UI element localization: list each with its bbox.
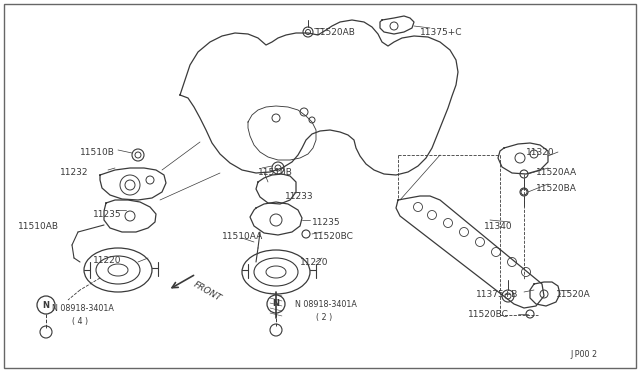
Text: 11510AA: 11510AA — [222, 232, 263, 241]
Text: 11232: 11232 — [60, 168, 88, 177]
Text: 11220: 11220 — [93, 256, 122, 265]
Text: ( 4 ): ( 4 ) — [72, 317, 88, 326]
Text: 11520BC: 11520BC — [468, 310, 509, 319]
Text: J P00 2: J P00 2 — [570, 350, 597, 359]
Text: 11235: 11235 — [93, 210, 122, 219]
Text: FRONT: FRONT — [192, 280, 223, 303]
Text: 11520A: 11520A — [556, 290, 591, 299]
Text: ( 2 ): ( 2 ) — [316, 313, 332, 322]
Text: 11375+B: 11375+B — [476, 290, 518, 299]
Text: 11510AB: 11510AB — [18, 222, 59, 231]
Text: 11520BC: 11520BC — [313, 232, 354, 241]
Text: 11320: 11320 — [526, 148, 555, 157]
Text: 11520AB: 11520AB — [315, 28, 356, 37]
Text: N: N — [42, 301, 49, 310]
Text: 11340: 11340 — [484, 222, 513, 231]
Text: 11233: 11233 — [285, 192, 314, 201]
Text: 11220: 11220 — [300, 258, 328, 267]
Text: 11235: 11235 — [312, 218, 340, 227]
Text: 11510B: 11510B — [258, 168, 293, 177]
Text: 11510B: 11510B — [80, 148, 115, 157]
Text: N: N — [273, 299, 280, 308]
Text: N 08918-3401A: N 08918-3401A — [52, 304, 114, 313]
Text: 11520AA: 11520AA — [536, 168, 577, 177]
Text: 11375+C: 11375+C — [420, 28, 463, 37]
Text: 11520BA: 11520BA — [536, 184, 577, 193]
Text: N 08918-3401A: N 08918-3401A — [295, 300, 357, 309]
